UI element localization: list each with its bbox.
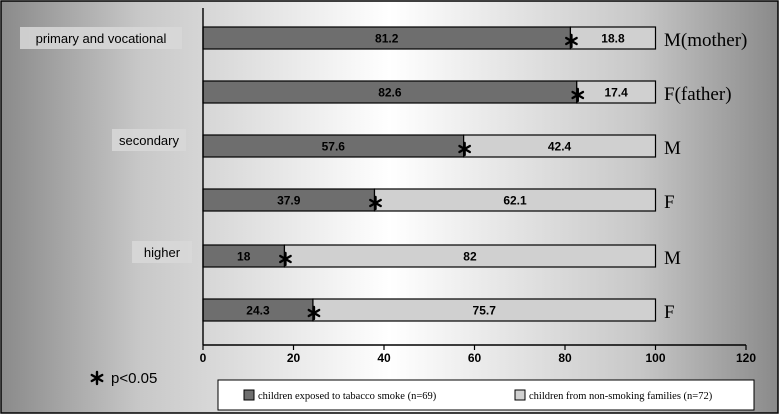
significance-star-icon: [458, 141, 472, 157]
x-tick-label: 40: [377, 351, 391, 365]
significance-star-stroke: [458, 144, 472, 154]
bar-value-label: 75.7: [473, 304, 497, 318]
x-tick-label: 0: [200, 351, 207, 365]
significance-star-icon: [279, 251, 292, 267]
category-label: M: [664, 138, 681, 159]
bar-value-label: 37.9: [277, 194, 301, 208]
group-label-box: [132, 241, 192, 263]
x-tick-label: 100: [645, 351, 665, 365]
bar-value-label: 57.6: [322, 140, 346, 154]
group-label-box: [20, 27, 182, 49]
x-tick-label: 20: [287, 351, 301, 365]
significance-note-star-icon: [90, 370, 104, 386]
significance-note: p<0.05: [111, 370, 157, 387]
significance-star-stroke: [279, 254, 292, 264]
group-label-box: [112, 129, 186, 151]
x-tick-label: 60: [468, 351, 482, 365]
significance-star-icon: [565, 33, 578, 49]
significance-star-stroke: [307, 308, 321, 318]
bar-value-label: 18.8: [601, 32, 625, 46]
significance-star-icon: [307, 305, 321, 321]
group-label: primary and vocational: [36, 31, 167, 46]
category-label: F: [664, 302, 675, 323]
bar-value-label: 81.2: [375, 32, 399, 46]
significance-star-icon: [571, 87, 585, 103]
group-label: higher: [144, 245, 181, 260]
bar-value-label: 18: [237, 250, 251, 264]
bar-value-label: 82.6: [378, 86, 402, 100]
group-label: secondary: [119, 133, 179, 148]
legend-label: children from non-smoking families (n=72…: [529, 391, 713, 402]
bar-value-label: 17.4: [604, 86, 628, 100]
significance-star-stroke: [369, 198, 382, 208]
bar-value-label: 82: [463, 250, 477, 264]
category-label: M(mother): [664, 30, 747, 51]
category-label: F(father): [664, 84, 732, 105]
category-label: M: [664, 248, 681, 269]
x-tick-label: 80: [558, 351, 572, 365]
significance-star-stroke: [90, 373, 104, 383]
category-label: F: [664, 192, 675, 213]
legend-swatch: [243, 389, 255, 401]
significance-star-stroke: [571, 90, 585, 100]
bar-value-label: 24.3: [246, 304, 270, 318]
legend-box: [217, 379, 755, 411]
bar-value-label: 42.4: [548, 140, 572, 154]
legend-swatch: [514, 389, 526, 401]
legend-label: children exposed to tabacco smoke (n=69): [258, 391, 437, 402]
significance-star-stroke: [565, 36, 578, 46]
bar-value-label: 62.1: [503, 194, 527, 208]
significance-star-icon: [369, 195, 382, 211]
x-tick-label: 120: [736, 351, 756, 365]
